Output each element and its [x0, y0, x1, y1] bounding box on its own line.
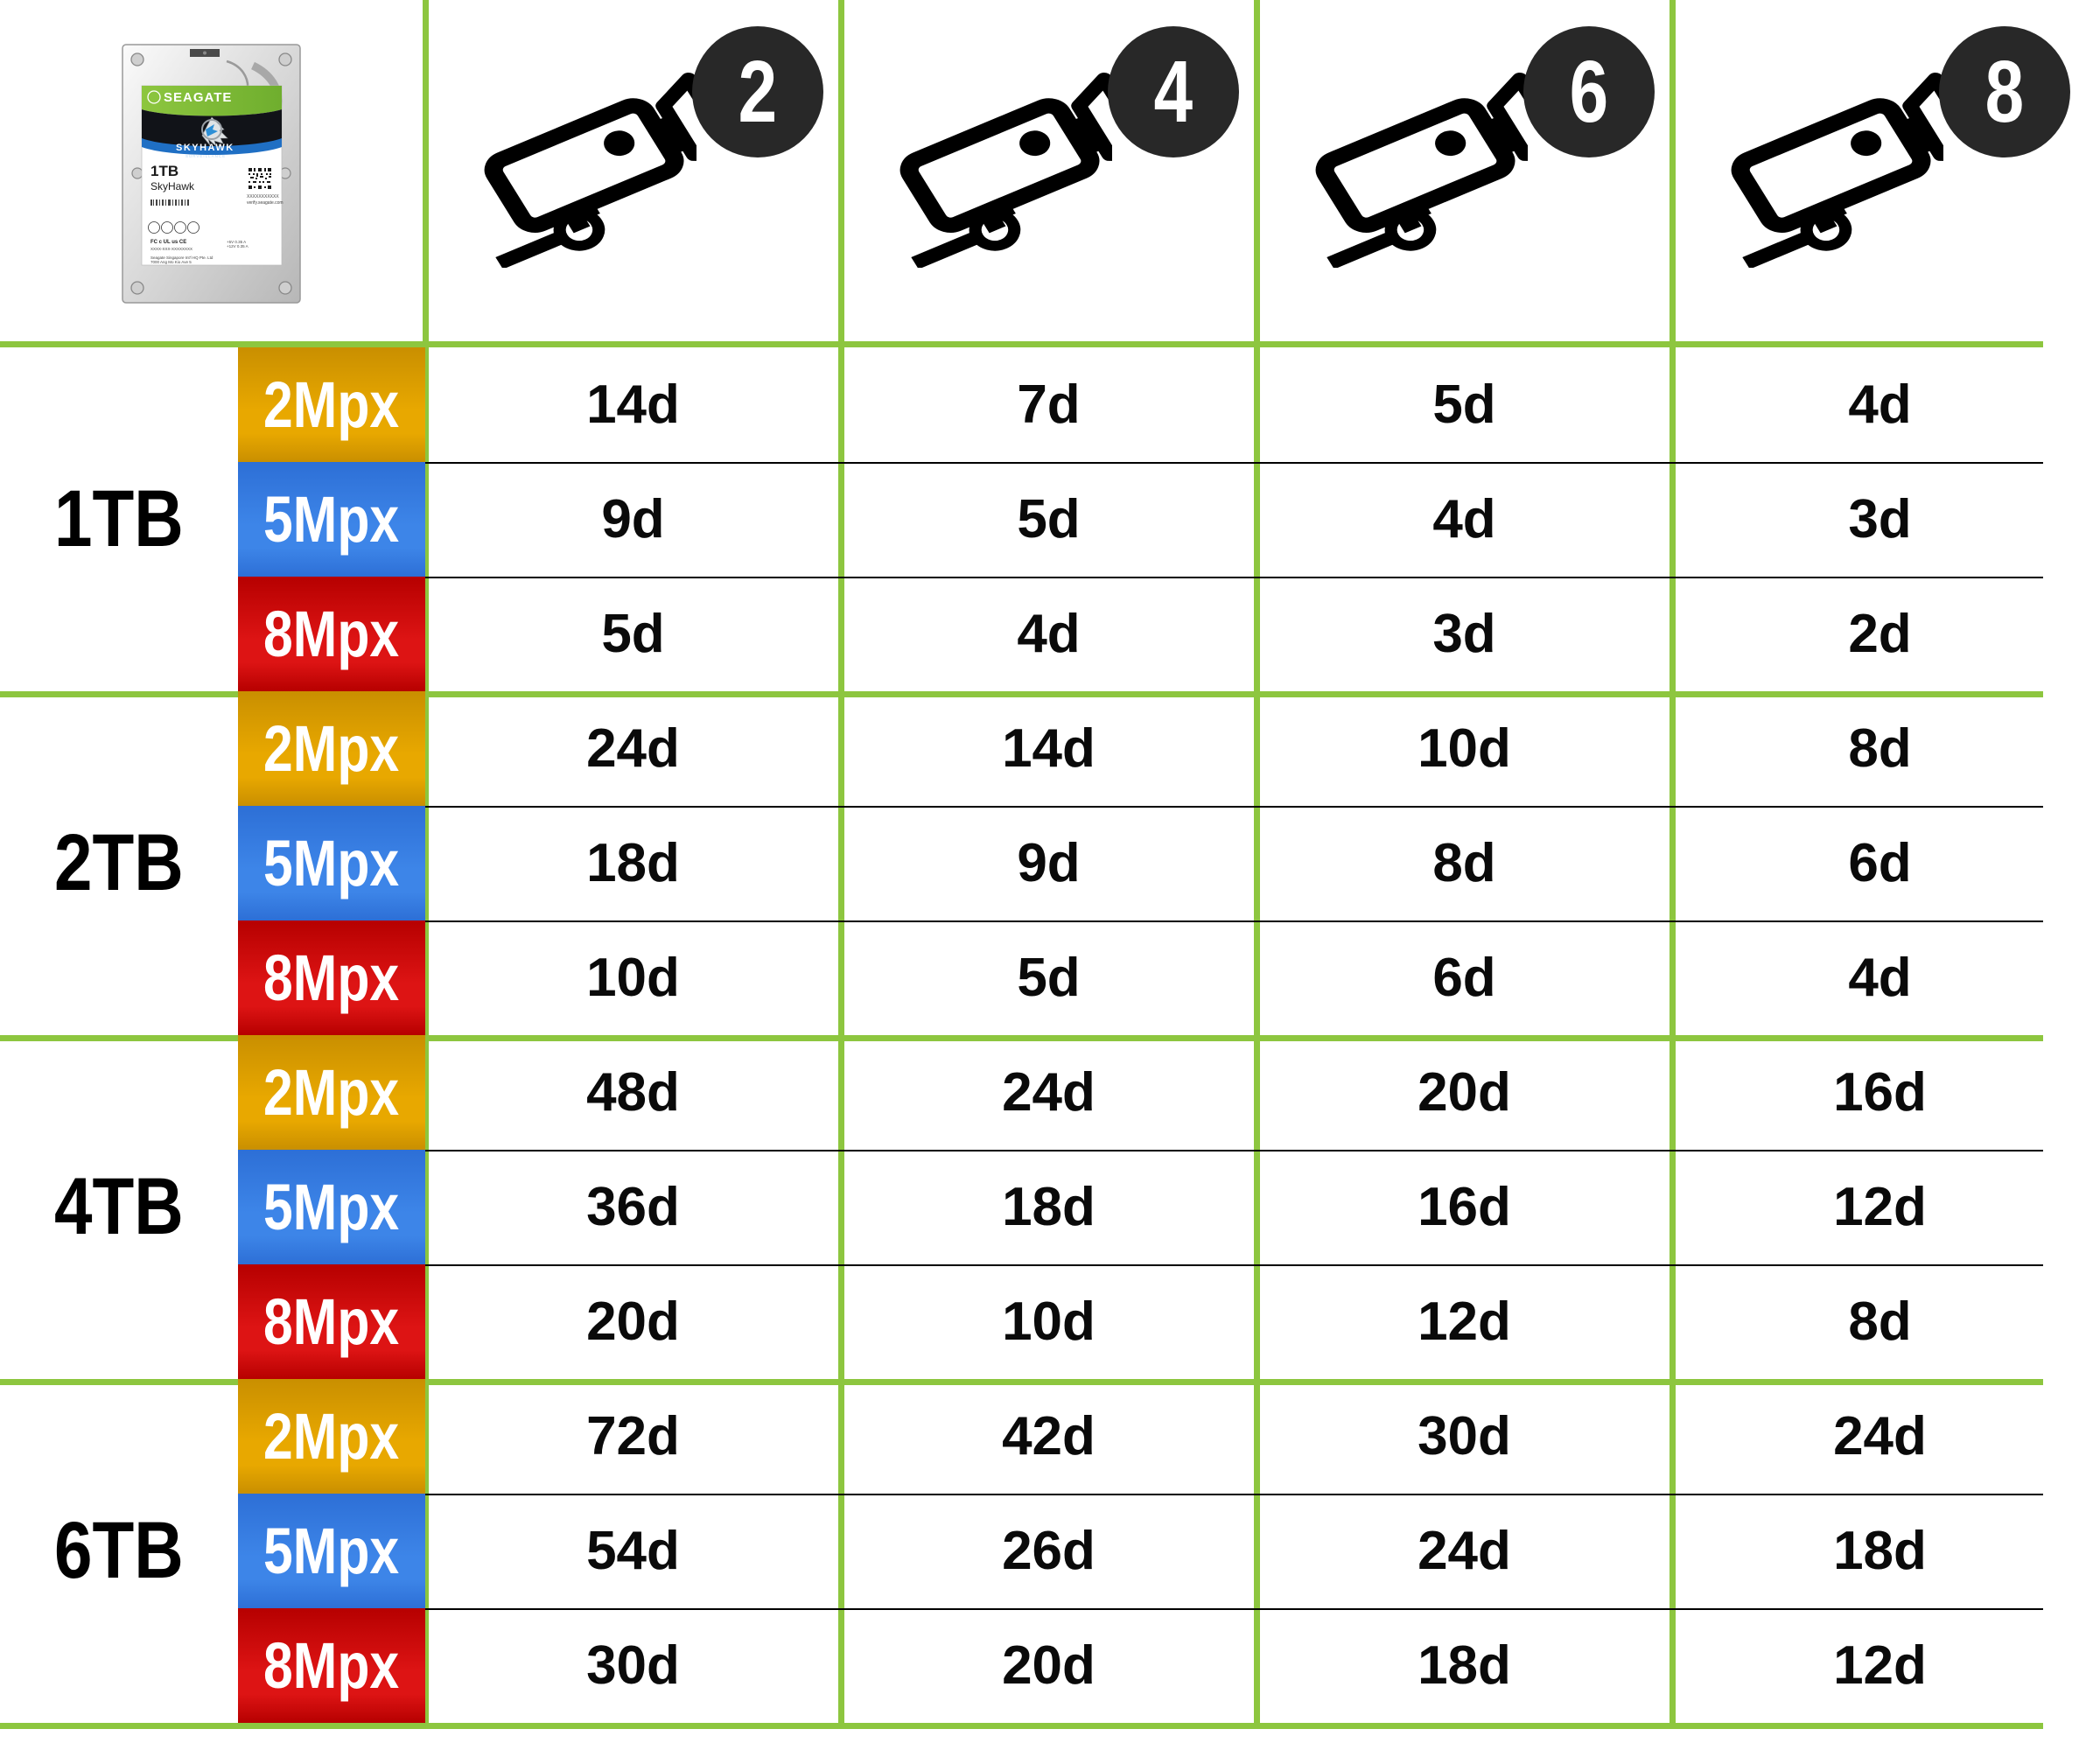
- svg-text:verify.seagate.com: verify.seagate.com: [247, 200, 284, 206]
- svg-text:SURVEILLANCE: SURVEILLANCE: [186, 154, 226, 158]
- svg-text:+12V 0.35 A: +12V 0.35 A: [227, 244, 248, 248]
- svg-text:SkyHawk: SkyHawk: [150, 180, 195, 192]
- svg-text:1TB: 1TB: [150, 163, 178, 179]
- svg-text:XXXXXXXXXXX: XXXXXXXXXXX: [247, 194, 279, 200]
- svg-text:7000 Ang Mo Kio Ave 5: 7000 Ang Mo Kio Ave 5: [150, 260, 192, 264]
- svg-text:SEAGATE: SEAGATE: [164, 90, 232, 105]
- svg-text:XXXX-XXX-XXXXXXXX: XXXX-XXX-XXXXXXXX: [150, 247, 192, 251]
- svg-text:SKYHAWK: SKYHAWK: [176, 143, 234, 153]
- svg-text:FC c UL us CE: FC c UL us CE: [150, 240, 186, 245]
